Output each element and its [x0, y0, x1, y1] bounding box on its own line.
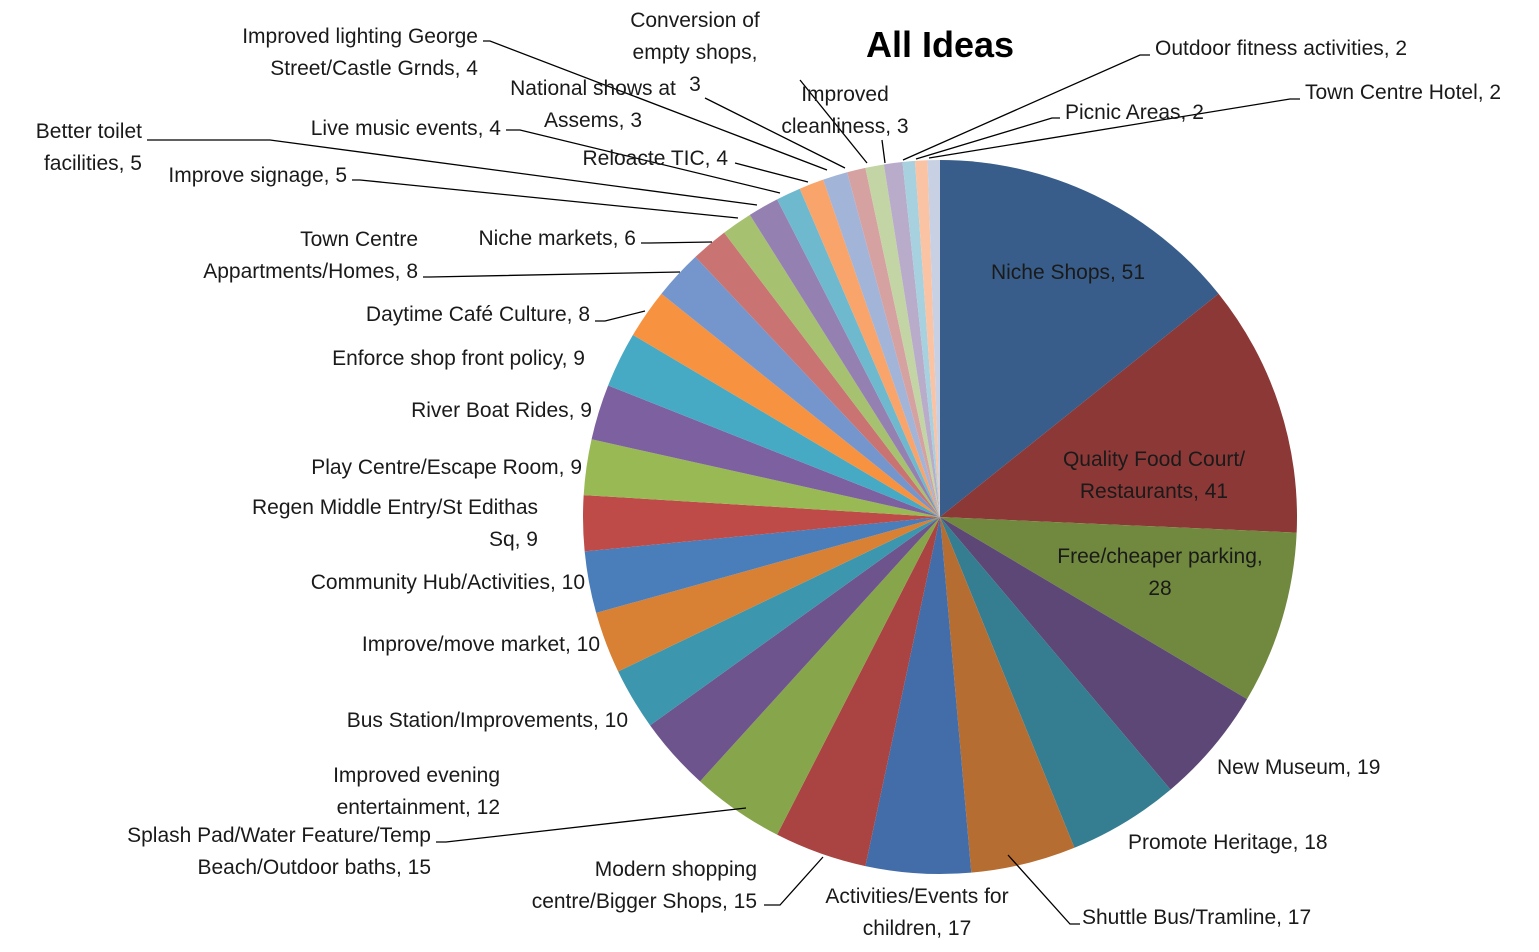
data-label-niche-shops: Niche Shops, 51 — [991, 261, 1145, 284]
data-label-improved-cleanliness: Improved cleanliness, 3 — [781, 83, 908, 138]
leader-line-reloacte-tic — [734, 162, 809, 183]
data-label-outdoor-fitness-activities: Outdoor fitness activities, 2 — [1155, 37, 1407, 60]
leader-line-town-centre-hotel — [928, 98, 1300, 159]
pie-slice-regen-middle-entry-st-edithas-sq — [582, 495, 940, 552]
pie-slice-new-museum — [940, 517, 1248, 790]
pie-slice-enforce-shop-front-policy — [608, 334, 940, 517]
pie-slice-improved-lighting-george-street-castle-grnds — [799, 179, 940, 518]
pie-slice-shuttle-bus-tramline — [940, 517, 1075, 873]
leader-line-improved-lighting-george-street-castle-grnds — [483, 40, 828, 171]
data-label-enforce-shop-front-policy: Enforce shop front policy, 9 — [332, 347, 585, 370]
leader-line-niche-markets — [641, 241, 713, 244]
pie-slices — [582, 160, 1298, 875]
leader-line-town-centre-appartments-homes — [423, 271, 681, 278]
pie-slice-community-hub-activities — [584, 517, 940, 613]
pie-slice-activities-events-for-children — [865, 517, 972, 875]
pie-slice-improve-move-market — [596, 517, 940, 672]
data-label-national-shows-at-assems: National shows at Assems, 3 — [510, 77, 676, 132]
pie-slice-live-music-events — [777, 188, 940, 517]
pie-slice-bus-station-improvements — [618, 517, 940, 726]
leader-line-improved-cleanliness — [881, 139, 886, 164]
pie-slice-picnic-areas — [914, 160, 940, 517]
pie-slice-promote-heritage — [940, 517, 1171, 848]
data-label-modern-shopping-centre-bigger-shops: Modern shopping centre/Bigger Shops, 15 — [532, 858, 757, 913]
pie-slice-improve-signage — [724, 214, 940, 517]
data-label-daytime-caf-culture: Daytime Café Culture, 8 — [366, 303, 590, 326]
pie-slice-modern-shopping-centre-bigger-shops — [777, 517, 940, 867]
pie-slice-daytime-caf-culture — [632, 293, 940, 517]
data-label-improved-evening-entertainment: Improved evening entertainment, 12 — [333, 764, 500, 819]
data-label-promote-heritage: Promote Heritage, 18 — [1128, 831, 1328, 854]
data-label-town-centre-appartments-homes: Town Centre Appartments/Homes, 8 — [203, 228, 418, 283]
data-label-niche-markets: Niche markets, 6 — [478, 227, 636, 250]
leader-line-daytime-caf-culture — [595, 310, 646, 322]
leader-line-improve-signage — [352, 179, 739, 219]
pie-slice-conversion-of-empty-shops — [865, 164, 940, 517]
data-label-river-boat-rides: River Boat Rides, 9 — [411, 399, 592, 422]
data-labels: Niche Shops, 51 Quality Food Court/Restau… — [36, 9, 1501, 940]
data-label-community-hub-activities: Community Hub/Activities, 10 — [311, 571, 585, 594]
leader-line-splash-pad-water-feature-temp-beach-outdoor-baths — [436, 807, 747, 843]
pie-slice-reloacte-tic — [823, 172, 940, 518]
leader-line-live-music-events — [506, 129, 781, 194]
pie-slice-better-toilet-facilities — [749, 199, 940, 517]
pie-slice-improved-cleanliness — [883, 161, 940, 518]
pie-slice-niche-shops — [940, 160, 1219, 517]
pie-slice-splash-pad-water-feature-temp-beach-outdoor-baths — [700, 517, 940, 835]
data-label-quality-food-court-restaurants: Quality Food Court/Restaurants, 41 — [1063, 448, 1245, 503]
pie-slice-free-cheaper-parking — [940, 517, 1297, 700]
data-label-shuttle-bus-tramline: Shuttle Bus/Tramline, 17 — [1082, 906, 1311, 929]
leader-line-national-shows-at-assems — [704, 97, 846, 169]
pie-slice-play-centre-escape-room — [583, 439, 940, 517]
leader-line-better-toilet-facilities — [147, 139, 758, 206]
data-label-picnic-areas: Picnic Areas, 2 — [1065, 101, 1204, 124]
chart-title: All Ideas — [866, 24, 1014, 65]
data-label-activities-events-for-children: Activities/Events for children, 17 — [825, 885, 1008, 940]
data-label-play-centre-escape-room: Play Centre/Escape Room, 9 — [311, 456, 582, 479]
pie-slice-town-centre-hotel — [927, 160, 940, 517]
data-label-town-centre-hotel: Town Centre Hotel, 2 — [1305, 81, 1501, 104]
leader-line-modern-shopping-centre-bigger-shops — [764, 856, 824, 906]
data-label-live-music-events: Live music events, 4 — [311, 117, 502, 140]
pie-slice-town-centre-appartments-homes — [661, 256, 940, 517]
data-label-better-toilet-facilities: Better toilet facilities, 5 — [36, 120, 142, 175]
leader-line-conversion-of-empty-shops — [799, 79, 868, 164]
data-label-improve-move-market: Improve/move market, 10 — [362, 633, 600, 656]
data-label-conversion-of-empty-shops: Conversion of empty shops, 3 — [630, 9, 760, 96]
leader-line-shuttle-bus-tramline — [1007, 854, 1080, 925]
data-label-new-museum: New Museum, 19 — [1217, 756, 1380, 779]
pie-slice-river-boat-rides — [591, 385, 940, 517]
pie-slice-quality-food-court-restaurants — [940, 293, 1298, 533]
data-label-regen-middle-entry-st-edithas-sq: Regen Middle Entry/St Edithas Sq, 9 — [252, 496, 538, 551]
data-label-improve-signage: Improve signage, 5 — [168, 164, 347, 187]
data-label-reloacte-tic: Reloacte TIC, 4 — [582, 147, 728, 170]
pie-slice-improved-evening-entertainment — [650, 517, 940, 782]
pie-slice-outdoor-fitness-activities — [902, 160, 940, 517]
data-label-splash-pad-water-feature-temp-beach-outdoor-baths: Splash Pad/Water Feature/Temp Beach/Outdo… — [127, 824, 431, 879]
pie-slice-national-shows-at-assems — [847, 167, 940, 517]
data-label-free-cheaper-parking: Free/cheaper parking, 28 — [1057, 545, 1262, 600]
pie-slice-niche-markets — [695, 232, 940, 517]
data-label-improved-lighting-george-street-castle-grnds: Improved lighting George Street/Castle Gr… — [242, 25, 478, 80]
leader-line-outdoor-fitness-activities — [902, 54, 1150, 161]
data-label-bus-station-improvements: Bus Station/Improvements, 10 — [347, 709, 628, 732]
leader-lines — [147, 40, 1300, 925]
leader-line-picnic-areas — [915, 117, 1060, 160]
